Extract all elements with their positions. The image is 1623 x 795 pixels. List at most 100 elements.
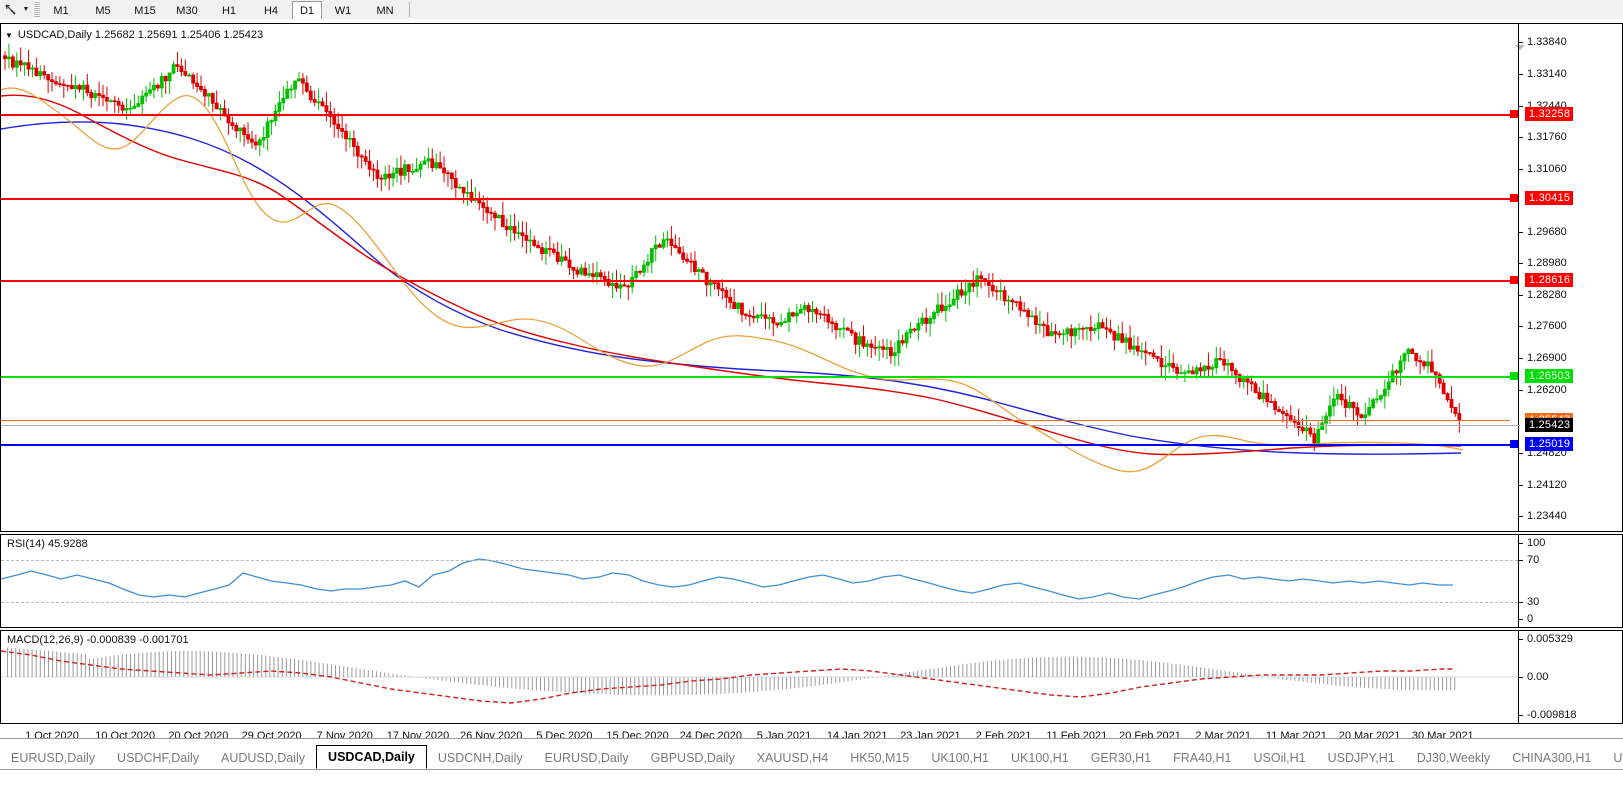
macd-tick bbox=[1519, 715, 1523, 716]
rsi-pane[interactable]: RSI(14) 45.9288 100 70 30 0 bbox=[0, 534, 1623, 628]
caret-down-icon[interactable]: ▼ bbox=[5, 30, 13, 40]
rsi-axis[interactable]: 100 70 30 0 bbox=[1518, 535, 1622, 627]
tab-china300-h1[interactable]: CHINA300,H1 bbox=[1512, 751, 1592, 765]
price-level-line-1.28616[interactable] bbox=[1, 280, 1510, 283]
tab-uk100-h1[interactable]: UK100,H1 bbox=[1011, 751, 1069, 765]
price-level-handle[interactable] bbox=[1510, 439, 1518, 448]
price-tick-label: 1.26900 bbox=[1527, 352, 1567, 365]
chart-tabs[interactable]: EURUSD,Daily USDCHF,Daily AUDUSD,Daily USDC… bbox=[0, 742, 1623, 769]
price-tick bbox=[1519, 484, 1523, 486]
price-tick-label: 1.26200 bbox=[1527, 383, 1567, 396]
rsi-tick bbox=[1519, 543, 1523, 544]
rsi-tick bbox=[1519, 619, 1523, 620]
timeframe-mn[interactable]: MN bbox=[376, 4, 394, 17]
symbol-header-text: USDCAD,Daily 1.25682 1.25691 1.25406 1.2… bbox=[17, 29, 264, 41]
macd-plot[interactable] bbox=[1, 631, 1518, 723]
price-level-handle[interactable] bbox=[1510, 276, 1518, 285]
rsi-level-30 bbox=[1, 602, 1518, 603]
rsi-plot[interactable] bbox=[1, 535, 1518, 627]
price-tick bbox=[1519, 326, 1523, 328]
timeframe-d1[interactable]: D1 bbox=[292, 1, 322, 19]
tab-eurusd-daily[interactable]: EURUSD,Daily bbox=[11, 751, 96, 765]
price-level-line-1.25423[interactable] bbox=[1, 425, 1520, 427]
price-level-tag-1.32258[interactable]: 1.32258 bbox=[1525, 107, 1574, 122]
tab-eurusd-daily[interactable]: EURUSD,Daily bbox=[544, 751, 629, 765]
tab-usdchf-daily[interactable]: USDCHF,Daily bbox=[117, 751, 199, 765]
timeframe-toolbar: ▼ M1 M5 M15 M30 H1 H4 D1 W1 MN bbox=[0, 0, 1623, 20]
tab-audusd-daily[interactable]: AUDUSD,Daily bbox=[221, 751, 306, 765]
tab-xauusd-h4[interactable]: XAUUSD,H4 bbox=[756, 751, 829, 765]
tab-dj30-weekly[interactable]: DJ30,Weekly bbox=[1416, 751, 1491, 765]
tab-fra40-h1[interactable]: FRA40,H1 bbox=[1173, 751, 1232, 765]
price-tick-label: 1.29680 bbox=[1527, 225, 1567, 238]
price-level-handle[interactable] bbox=[1510, 194, 1518, 203]
price-tick-label: 1.33140 bbox=[1527, 68, 1567, 81]
macd-tick-label: 0.00 bbox=[1527, 671, 1549, 683]
rsi-label: RSI(14) 45.9288 bbox=[7, 538, 88, 550]
tab-hk50-m15[interactable]: HK50,M15 bbox=[850, 751, 910, 765]
price-tick-label: 1.28980 bbox=[1527, 257, 1567, 270]
rsi-line-svg bbox=[1, 558, 1453, 600]
macd-label: MACD(12,26,9) -0.000839 -0.001701 bbox=[7, 634, 189, 646]
price-tick-label: 1.31060 bbox=[1527, 162, 1567, 175]
price-tick bbox=[1519, 137, 1523, 138]
price-tick bbox=[1519, 358, 1523, 360]
price-tick-label: 1.28280 bbox=[1527, 289, 1567, 302]
price-level-line-1.25019[interactable] bbox=[1, 443, 1510, 446]
macd-axis[interactable]: 0.005329 0.00 -0.009818 bbox=[1518, 631, 1622, 723]
tab-usdcad-daily[interactable]: USDCAD,Daily bbox=[316, 745, 427, 769]
price-plot[interactable] bbox=[1, 24, 1518, 531]
price-tick-label: 1.27600 bbox=[1527, 320, 1567, 333]
price-level-handle[interactable] bbox=[1510, 110, 1518, 119]
timeframe-h4[interactable]: H4 bbox=[263, 4, 279, 17]
price-tick bbox=[1519, 74, 1523, 76]
rsi-tick bbox=[1519, 602, 1523, 603]
rsi-tick-label: 0 bbox=[1527, 613, 1534, 625]
timeframe-h1[interactable]: H1 bbox=[221, 4, 237, 17]
timeframe-m1[interactable]: M1 bbox=[53, 4, 69, 17]
macd-pane[interactable]: MACD(12,26,9) -0.000839 -0.001701 0.0053… bbox=[0, 630, 1623, 724]
macd-tick bbox=[1519, 677, 1523, 678]
symbol-header: ▼ USDCAD,Daily 1.25682 1.25691 1.25406 1… bbox=[5, 29, 263, 41]
macd-tick-label: 0.005329 bbox=[1527, 633, 1573, 645]
price-tick bbox=[1519, 263, 1523, 265]
price-pane[interactable]: ▼ USDCAD,Daily 1.25682 1.25691 1.25406 1… bbox=[0, 23, 1623, 532]
tab-underline bbox=[0, 769, 1623, 770]
tab-usoil-h1[interactable]: USOil,H1 bbox=[1253, 751, 1306, 765]
price-level-line-1.25547[interactable] bbox=[1, 419, 1510, 421]
chart-scroll-marker[interactable] bbox=[1515, 45, 1525, 50]
tab-usdcnh-daily[interactable]: USDCNH,Daily bbox=[437, 751, 523, 765]
price-level-line-1.32258[interactable] bbox=[1, 114, 1510, 117]
chart-tab-bar: EURUSD,Daily USDCHF,Daily AUDUSD,Daily USDC… bbox=[0, 738, 1623, 795]
tab-usdjpy-h1[interactable]: USDJPY,H1 bbox=[1327, 751, 1395, 765]
price-level-line-1.30415[interactable] bbox=[1, 198, 1510, 201]
price-axis[interactable]: 1.33840 1.33140 1.32440 1.31760 1.31060 1.296… bbox=[1518, 24, 1622, 531]
timeframe-m5[interactable]: M5 bbox=[95, 4, 111, 17]
tab-u[interactable]: U bbox=[1613, 751, 1623, 765]
chart-area[interactable]: ▼ USDCAD,Daily 1.25682 1.25691 1.25406 1… bbox=[0, 19, 1623, 742]
tab-uk100-h1[interactable]: UK100,H1 bbox=[931, 751, 989, 765]
macd-tick-label: -0.009818 bbox=[1527, 709, 1577, 721]
price-tick bbox=[1519, 106, 1523, 108]
price-level-handle[interactable] bbox=[1510, 372, 1518, 381]
price-level-line-1.26503[interactable] bbox=[1, 376, 1510, 379]
macd-tick bbox=[1519, 639, 1523, 640]
price-level-tag-1.30415[interactable]: 1.30415 bbox=[1525, 191, 1574, 206]
crosshair-icon[interactable] bbox=[0, 1, 20, 18]
timeframe-w1[interactable]: W1 bbox=[334, 4, 352, 17]
price-level-tag-1.25423[interactable]: 1.25423 bbox=[1525, 418, 1574, 433]
price-level-tag-1.25019[interactable]: 1.25019 bbox=[1525, 436, 1574, 451]
timeframe-m15[interactable]: M15 bbox=[134, 4, 156, 17]
price-level-tag-1.28616[interactable]: 1.28616 bbox=[1525, 273, 1574, 288]
price-level-tag-1.26503[interactable]: 1.26503 bbox=[1525, 369, 1574, 384]
toolbar-drag-handle[interactable] bbox=[33, 1, 40, 18]
timeframe-m30[interactable]: M30 bbox=[176, 4, 198, 17]
price-tick bbox=[1519, 168, 1523, 170]
price-tick bbox=[1519, 389, 1523, 391]
price-tick-label: 1.24120 bbox=[1527, 478, 1567, 491]
tab-gbpusd-daily[interactable]: GBPUSD,Daily bbox=[650, 751, 735, 765]
tab-ger30-h1[interactable]: GER30,H1 bbox=[1090, 751, 1152, 765]
candlestick-svg bbox=[1, 43, 1464, 473]
chevron-down-icon[interactable]: ▼ bbox=[22, 6, 30, 13]
